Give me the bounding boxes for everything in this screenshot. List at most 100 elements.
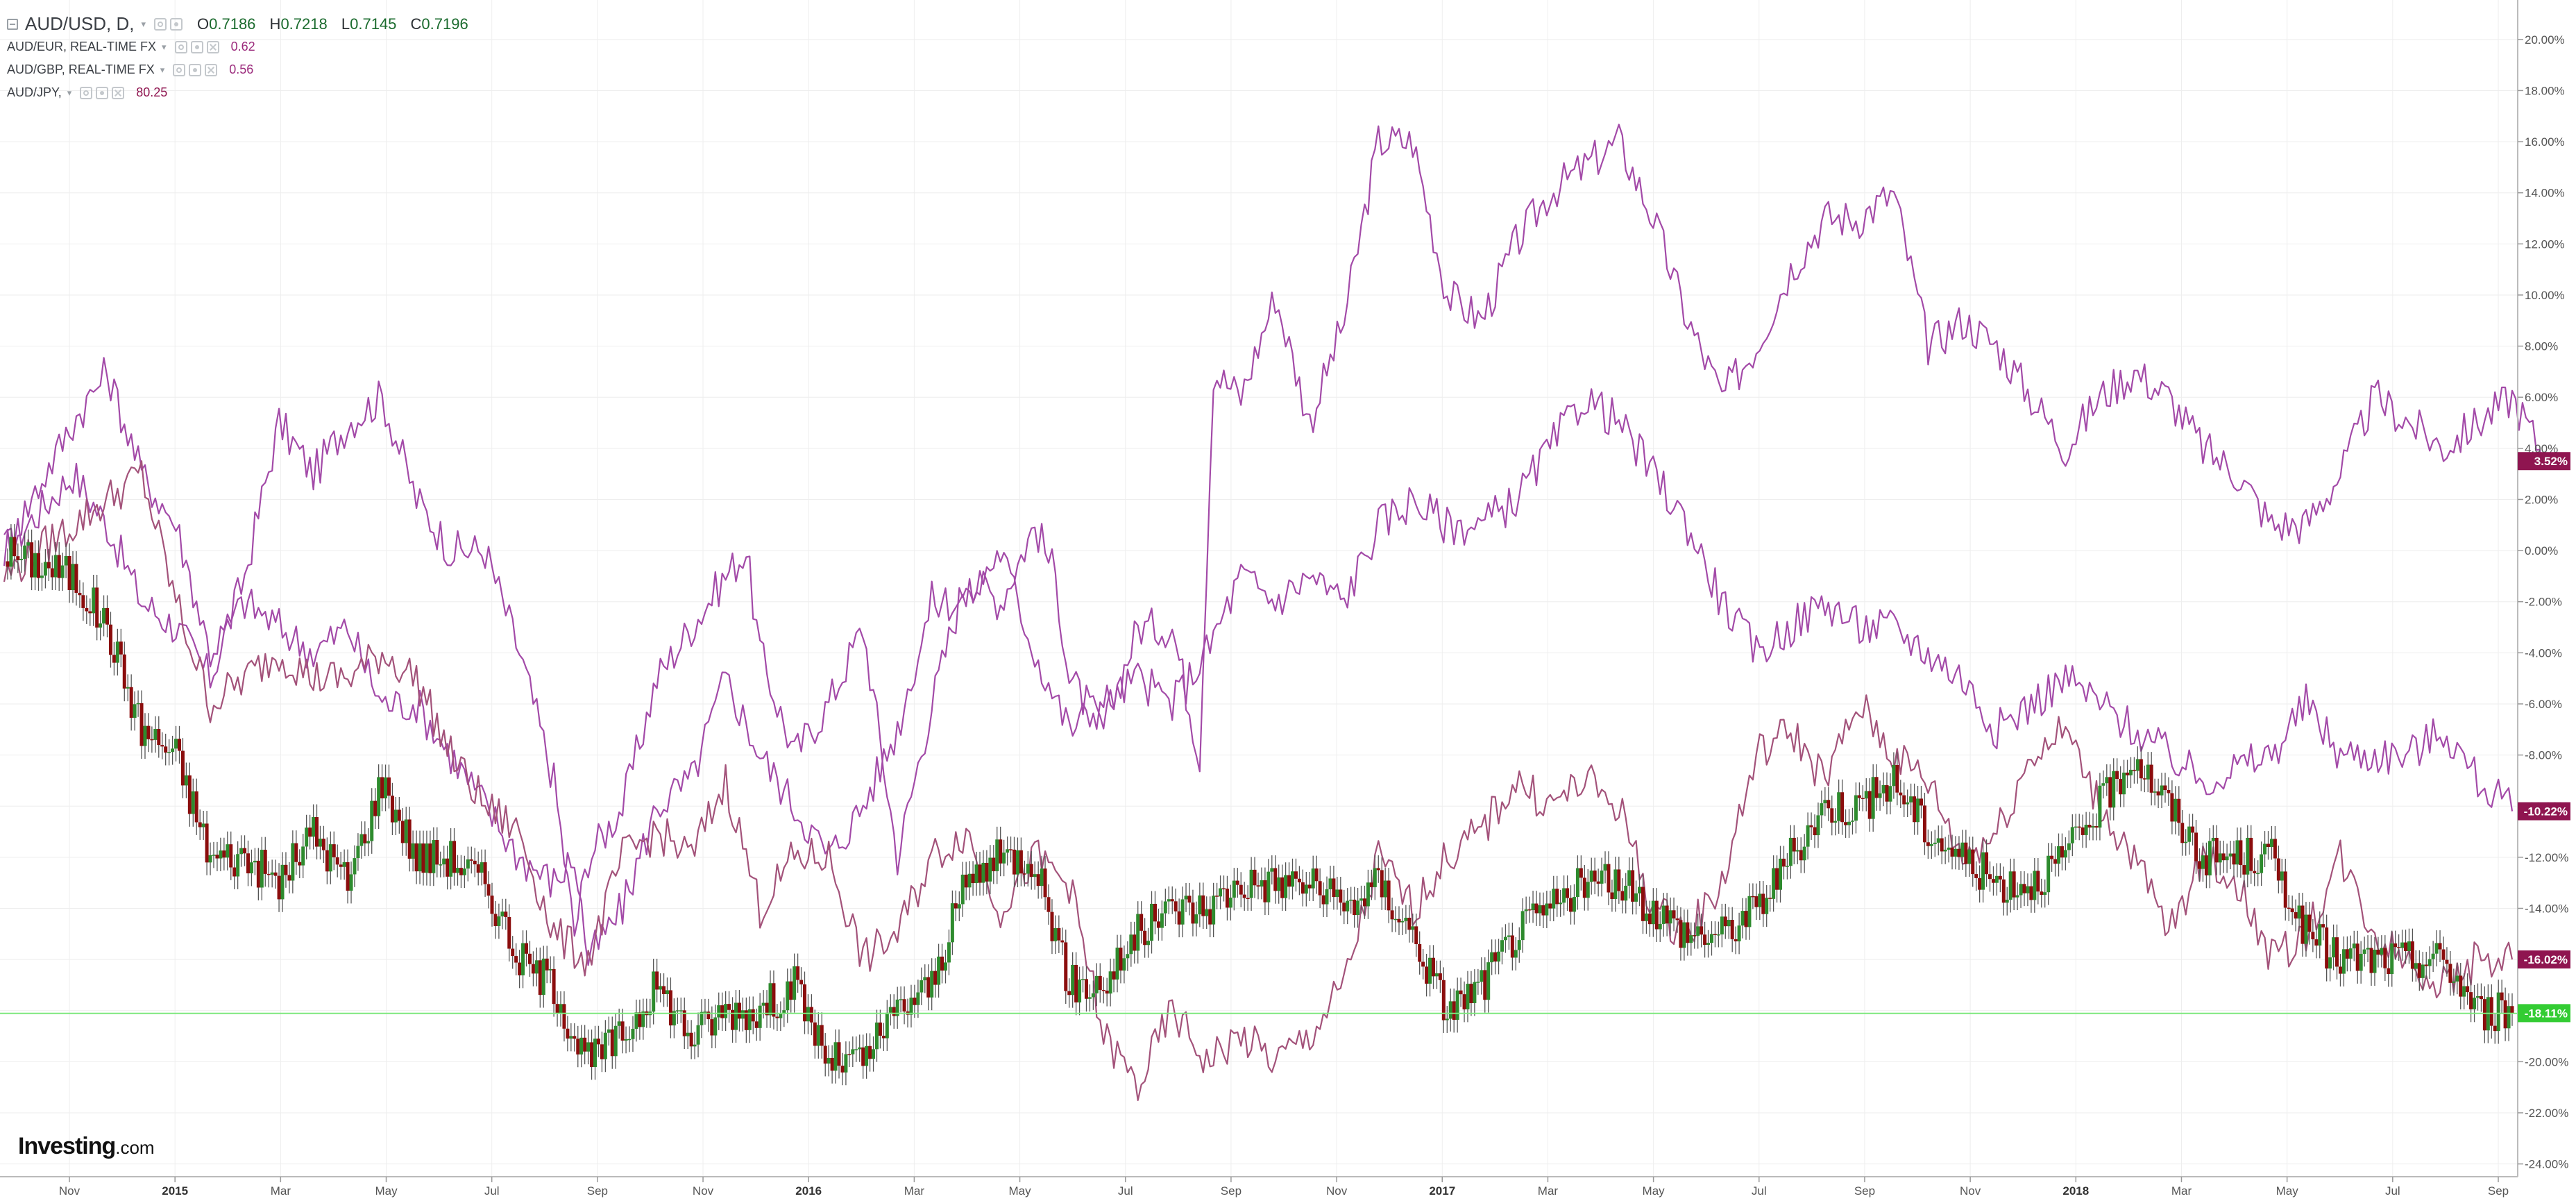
candle-body <box>1019 850 1023 874</box>
candle-body <box>1885 784 1889 802</box>
legend-compare-eur[interactable]: AUD/EUR, REAL-TIME FX ▾ 0.62 <box>7 35 468 58</box>
gear-icon[interactable] <box>96 86 109 99</box>
chevron-down-icon[interactable]: ▾ <box>160 64 165 75</box>
candle-body <box>1311 868 1315 889</box>
candle-body <box>1362 898 1366 907</box>
eye-icon[interactable] <box>173 63 186 76</box>
candle-body <box>332 844 336 857</box>
candle-body <box>1960 842 1965 857</box>
candle-body <box>315 817 319 847</box>
candle-body <box>1947 847 1951 850</box>
y-tick-label: -14.00% <box>2525 902 2568 915</box>
price-axis[interactable]: 20.00% 18.00% 16.00% 14.00% 12.00% 10.00% 8.00… <box>2517 0 2568 1177</box>
candle-body <box>1053 927 1058 941</box>
candle-body <box>226 844 230 858</box>
candle-body <box>1926 842 1930 846</box>
candle-body <box>858 1047 862 1050</box>
close-icon[interactable] <box>112 86 125 99</box>
candle-body <box>2026 886 2030 893</box>
eye-icon[interactable] <box>174 40 187 53</box>
candle-body <box>1246 898 1250 900</box>
candle-body <box>1693 935 1697 937</box>
x-tick-label: May <box>1009 1184 1032 1198</box>
chevron-down-icon[interactable]: ▾ <box>67 87 72 98</box>
candle-body <box>404 819 408 843</box>
gear-icon[interactable] <box>190 40 203 53</box>
candle-body <box>988 857 992 882</box>
chevron-down-icon[interactable]: ▾ <box>162 41 167 52</box>
candle-body <box>603 1032 607 1059</box>
candle-body <box>960 874 965 905</box>
candle-body <box>2393 943 2398 948</box>
candle-body <box>1765 898 1769 914</box>
compare-series <box>3 124 2548 1101</box>
candle-body <box>2225 856 2229 861</box>
candle-body <box>236 854 240 877</box>
candle-body <box>1232 880 1236 898</box>
candle-body <box>2493 1025 2497 1032</box>
close-icon[interactable] <box>206 40 219 53</box>
gear-icon[interactable] <box>189 63 202 76</box>
eye-icon[interactable] <box>80 86 93 99</box>
candle-body <box>1950 847 1954 857</box>
candle-body <box>768 983 772 1016</box>
main-symbol[interactable]: AUD/USD, D, <box>25 13 135 34</box>
candle-body <box>693 1044 697 1047</box>
candle-body <box>2510 1006 2514 1014</box>
candle-body <box>2290 908 2294 912</box>
candle-body <box>731 1009 735 1030</box>
candle-body <box>1380 870 1384 898</box>
candle-body <box>950 903 954 943</box>
investing-logo[interactable]: Investing.com <box>18 1133 155 1159</box>
close-icon[interactable] <box>205 63 218 76</box>
eye-icon[interactable] <box>154 17 167 31</box>
candle-body <box>53 555 58 578</box>
candle-body <box>830 1057 834 1071</box>
candle-body <box>421 843 425 873</box>
legend-compare-jpy[interactable]: AUD/JPY, ▾ 80.25 <box>7 81 468 104</box>
chevron-down-icon[interactable]: ▾ <box>141 18 146 29</box>
x-tick-label: Sep <box>1854 1184 1875 1198</box>
compare-symbol[interactable]: AUD/JPY, <box>7 85 62 99</box>
candle-body <box>466 859 470 869</box>
candle-body <box>1933 842 1937 844</box>
legend-main-row[interactable]: AUD/USD, D, ▾ O0.7186 H0.7218 L0.7145 C0… <box>7 12 468 35</box>
candle-body <box>1850 821 1854 822</box>
candle-body <box>957 904 961 909</box>
collapse-legend-icon[interactable] <box>7 18 18 30</box>
candle-body <box>263 850 267 874</box>
candle-body <box>1723 916 1727 927</box>
legend-compare-gbp[interactable]: AUD/GBP, REAL-TIME FX ▾ 0.56 <box>7 58 468 81</box>
time-axis[interactable]: Nov 2015 Mar May Jul Sep Nov 2016 Mar May Jul Sep No… <box>0 1176 2518 1198</box>
candle-body <box>940 956 944 971</box>
candle-body <box>126 687 130 689</box>
gear-icon[interactable] <box>170 17 183 31</box>
candle-body <box>2019 884 2023 896</box>
y-tick-label: -12.00% <box>2525 851 2568 864</box>
candle-body <box>1510 935 1514 958</box>
candle-body <box>1239 884 1243 895</box>
y-tick-label: -24.00% <box>2525 1158 2568 1171</box>
candle-body <box>1689 935 1693 943</box>
candle-body <box>164 746 168 753</box>
candle-body <box>1006 849 1010 853</box>
candle-body <box>2139 759 2143 779</box>
candle-body <box>1988 874 1992 880</box>
candle-body <box>1208 909 1212 925</box>
candle-body <box>1091 993 1095 998</box>
candle-body <box>1253 869 1257 886</box>
candle-body <box>1582 877 1586 898</box>
candle-body <box>2266 843 2271 848</box>
x-tick-label: Nov <box>1326 1184 1348 1198</box>
candle-body <box>1015 850 1019 875</box>
compare-symbol[interactable]: AUD/EUR, REAL-TIME FX <box>7 40 157 53</box>
candle-body <box>243 848 247 854</box>
candle-body <box>696 1025 700 1045</box>
compare-symbol[interactable]: AUD/GBP, REAL-TIME FX <box>7 62 155 76</box>
candle-body <box>280 864 285 900</box>
candle-body <box>2112 771 2116 808</box>
candle-body <box>1081 979 1085 980</box>
candle-body <box>57 555 61 578</box>
candle-body <box>2489 997 2493 1026</box>
